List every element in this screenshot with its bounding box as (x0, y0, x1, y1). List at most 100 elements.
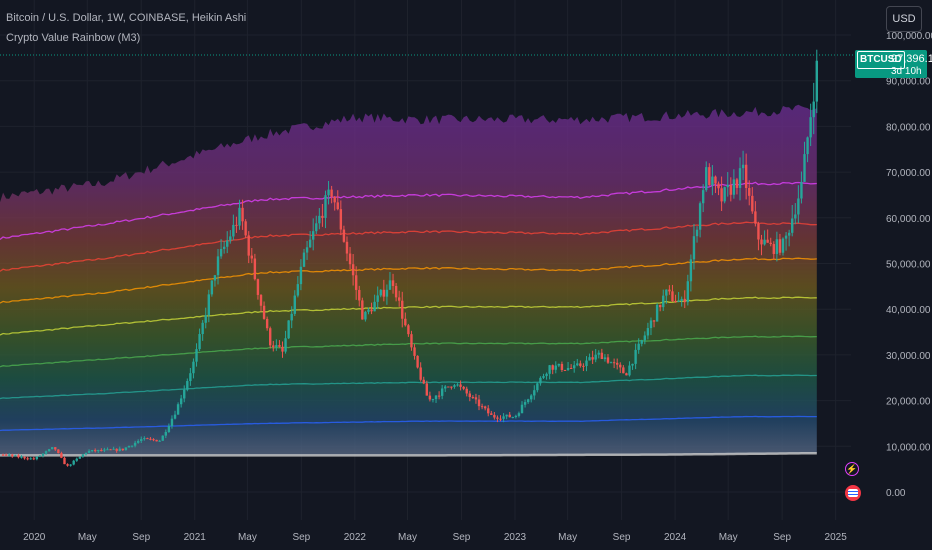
candle-body (118, 448, 121, 451)
candle-body (536, 383, 539, 391)
us-flag-icon[interactable] (845, 485, 861, 501)
candle-body (315, 223, 318, 232)
candle-body (523, 402, 527, 405)
candle-body (302, 252, 306, 267)
candle-body (75, 458, 78, 461)
candle-body (551, 365, 554, 370)
candle-body (112, 448, 115, 450)
candle-body (643, 335, 647, 341)
x-tick-label: May (78, 532, 97, 543)
candle-body (290, 313, 293, 321)
candle-body (333, 196, 336, 203)
candle-body (348, 253, 352, 265)
y-tick-label: 60,000.00 (886, 214, 931, 225)
price-axis[interactable]: 0.00 10,000.00 20,000.00 30,000.00 40,000.00… (886, 31, 932, 499)
candle-body (63, 457, 66, 465)
candle-body (665, 289, 668, 296)
candle-body (440, 388, 444, 396)
candle-body (487, 408, 490, 414)
candle-body (794, 214, 797, 219)
candle-body (437, 395, 441, 397)
candle-body (250, 255, 253, 259)
candle-body (388, 280, 392, 290)
candle-body (232, 224, 235, 237)
candle-body (711, 176, 714, 186)
candle-body (57, 449, 60, 454)
candle-body (284, 338, 287, 352)
candle-body (677, 300, 680, 303)
candle-body (54, 447, 57, 450)
candle-body (78, 456, 82, 459)
candle-body (615, 362, 619, 365)
candle-body (692, 236, 696, 260)
candle-body (410, 334, 413, 348)
x-tick-label: May (719, 532, 738, 543)
candle-body (29, 458, 32, 460)
x-tick-label: May (238, 532, 257, 543)
price-tag-countdown: 3d 10h (891, 66, 922, 77)
x-tick-label: Sep (773, 532, 791, 543)
indicator-title[interactable]: Crypto Value Rainbow (M3) (6, 32, 141, 44)
time-axis[interactable]: 2020 May Sep 2021 May Sep 2022 May Sep 2023 May Sep… (23, 532, 847, 543)
price-tag-ticker: BTCUSD (857, 51, 905, 69)
lightning-icon[interactable]: ⚡ (845, 462, 859, 476)
candle-body (579, 363, 582, 366)
candle-body (222, 246, 226, 249)
symbol-title[interactable]: Bitcoin / U.S. Dollar, 1W, COINBASE, Hei… (6, 12, 247, 24)
candle-body (97, 450, 100, 452)
candle-body (800, 181, 803, 199)
candle-body (413, 347, 416, 356)
candle-body (729, 184, 733, 195)
candle-body (597, 352, 600, 355)
candle-body (628, 365, 631, 376)
candle-body (557, 363, 561, 366)
candle-body (235, 224, 238, 226)
candle-body (164, 432, 168, 436)
candle-body (585, 360, 588, 367)
candle-body (216, 256, 220, 276)
candle-body (404, 318, 407, 326)
candle-body (269, 328, 272, 346)
candle-body (90, 450, 94, 452)
candle-body (339, 209, 343, 230)
currency-button[interactable]: USD (886, 6, 922, 32)
x-tick-label: 2023 (504, 532, 527, 543)
candle-body (720, 188, 723, 202)
candle-body (149, 438, 152, 440)
candle-body (47, 449, 51, 452)
candle-body (631, 363, 634, 366)
x-tick-label: Sep (292, 532, 310, 543)
price-tag-price: 97,396.11 (891, 53, 932, 65)
candle-body (44, 451, 48, 454)
candle-body (582, 365, 585, 367)
x-tick-label: 2025 (825, 532, 848, 543)
candle-body (545, 373, 548, 377)
candle-body (351, 264, 355, 276)
x-tick-label: 2021 (184, 532, 207, 543)
candle-body (588, 357, 591, 361)
candle-body (287, 320, 290, 339)
candle-body (11, 454, 14, 457)
candle-body (367, 309, 370, 312)
candle-body (526, 399, 530, 403)
candle-body (778, 239, 782, 253)
candle-body (640, 340, 643, 344)
candle-body (327, 189, 330, 196)
candle-body (308, 239, 312, 248)
candle-body (262, 305, 266, 319)
candle-body (247, 235, 250, 256)
candle-body (444, 386, 447, 389)
candle-body (662, 295, 665, 308)
candle-body (35, 456, 39, 460)
candle-body (815, 60, 818, 102)
candle-body (533, 390, 536, 396)
candle-body (32, 458, 35, 460)
candle-body (38, 455, 42, 457)
candle-body (318, 215, 321, 224)
candle-body (658, 304, 662, 308)
candle-body (450, 386, 453, 388)
x-tick-label: Sep (453, 532, 471, 543)
candle-body (210, 280, 214, 295)
candle-body (422, 379, 425, 384)
